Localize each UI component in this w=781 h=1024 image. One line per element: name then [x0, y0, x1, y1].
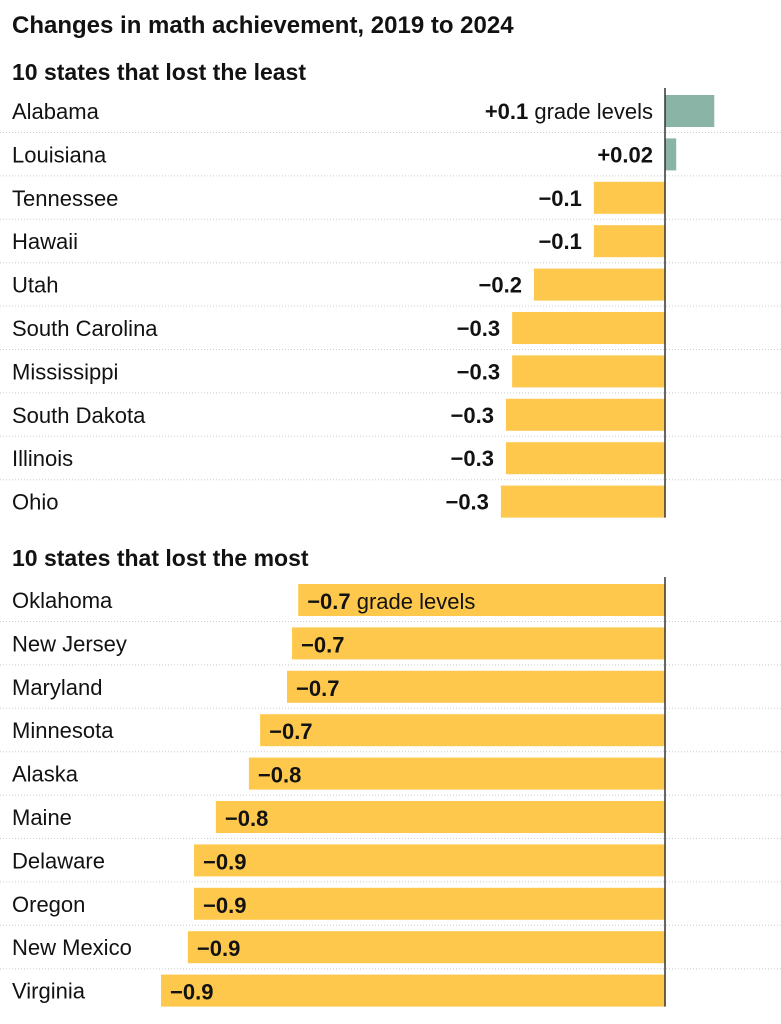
- data-label: +0.02: [597, 142, 653, 167]
- data-label: −0.1: [538, 186, 581, 211]
- bar: [161, 974, 665, 1007]
- category-label: Mississippi: [12, 359, 118, 384]
- category-label: South Dakota: [12, 403, 146, 428]
- data-label: −0.7: [296, 676, 339, 701]
- category-label: Ohio: [12, 490, 58, 515]
- category-label: Tennessee: [12, 186, 118, 211]
- category-label: Utah: [12, 273, 58, 298]
- category-label: Alaska: [12, 762, 79, 787]
- category-label: Delaware: [12, 848, 105, 873]
- data-label: +0.1 grade levels: [485, 99, 653, 124]
- data-label: −0.3: [451, 446, 494, 471]
- data-label: −0.9: [203, 893, 246, 918]
- bar: [187, 931, 665, 964]
- data-label: −0.7: [301, 632, 344, 657]
- bar: [665, 138, 677, 171]
- category-label: Illinois: [12, 446, 73, 471]
- data-label: −0.9: [170, 980, 213, 1005]
- bar: [194, 844, 666, 877]
- category-label: Minnesota: [12, 718, 114, 743]
- data-label: −0.7: [269, 719, 312, 744]
- bar: [512, 312, 665, 344]
- data-label: −0.7 grade levels: [307, 589, 475, 614]
- category-label: Oklahoma: [12, 588, 113, 613]
- category-label: Louisiana: [12, 142, 107, 167]
- category-label: South Carolina: [12, 316, 158, 341]
- data-label: −0.1: [538, 229, 581, 254]
- data-label: −0.3: [457, 359, 500, 384]
- bar: [500, 485, 665, 518]
- category-label: New Jersey: [12, 631, 127, 656]
- data-label: −0.3: [445, 490, 488, 515]
- bar: [593, 225, 665, 258]
- bar: [505, 442, 665, 475]
- category-label: Alabama: [12, 99, 100, 124]
- bar: [505, 398, 665, 431]
- bar: [215, 801, 665, 833]
- bar: [298, 584, 665, 616]
- group-title: 10 states that lost the least: [12, 59, 306, 85]
- bar: [593, 181, 665, 214]
- unit-label: grade levels: [351, 589, 476, 614]
- data-label: −0.3: [451, 403, 494, 428]
- category-label: New Mexico: [12, 935, 132, 960]
- bar: [194, 887, 666, 920]
- bar: [260, 714, 665, 747]
- bar: [512, 355, 665, 388]
- data-label: −0.9: [197, 936, 240, 961]
- bar: [248, 757, 666, 790]
- category-label: Maryland: [12, 675, 102, 700]
- data-label: −0.8: [225, 806, 268, 831]
- bar: [287, 670, 665, 703]
- group-title: 10 states that lost the most: [12, 545, 309, 571]
- data-label: −0.3: [457, 316, 500, 341]
- category-label: Maine: [12, 805, 72, 830]
- chart-title: Changes in math achievement, 2019 to 202…: [12, 12, 514, 39]
- data-label: −0.9: [203, 849, 246, 874]
- bar: [665, 95, 715, 127]
- data-label: −0.8: [258, 763, 301, 788]
- unit-label: grade levels: [528, 99, 653, 124]
- bar: [533, 268, 665, 301]
- bar: [292, 627, 665, 660]
- category-label: Hawaii: [12, 229, 78, 254]
- category-label: Virginia: [12, 979, 86, 1004]
- category-label: Oregon: [12, 892, 85, 917]
- data-label: −0.2: [479, 273, 522, 298]
